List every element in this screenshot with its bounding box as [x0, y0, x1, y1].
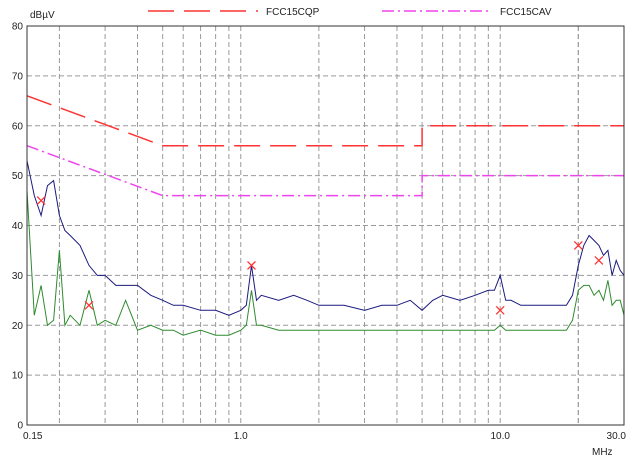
- limit-line: [26, 144, 624, 197]
- legend: FCC15CQP FCC15CAV: [148, 7, 552, 18]
- plot-frame: [26, 25, 625, 426]
- peak-marker-stroke: [594, 255, 604, 265]
- y-tick-label: 40: [12, 221, 24, 232]
- x-tick-label: 10.0: [490, 431, 510, 442]
- peak-marker: [495, 305, 505, 315]
- limit-line: [26, 95, 624, 147]
- peak-marker: [573, 240, 583, 250]
- peak-marker: [36, 196, 46, 206]
- peak-markers: [36, 196, 604, 315]
- y-tick-label: 80: [12, 22, 24, 33]
- peak-marker-stroke: [495, 305, 505, 315]
- y-tick-label: 50: [12, 171, 24, 182]
- y-tick-label: 70: [12, 71, 24, 82]
- peak-marker-stroke: [36, 196, 46, 206]
- limit-lines: [26, 95, 624, 197]
- grid: [27, 25, 624, 426]
- y-tick-label: 0: [17, 421, 23, 432]
- data-series: [26, 160, 625, 336]
- y-tick-label: 10: [12, 371, 24, 382]
- y-tick-label: 20: [12, 321, 24, 332]
- peak-marker: [84, 300, 94, 310]
- y-axis-label: dBµV: [30, 10, 55, 21]
- legend-label: FCC15CAV: [500, 7, 552, 18]
- peak-marker-stroke: [84, 300, 94, 310]
- x-tick-label: 30.0: [607, 431, 627, 442]
- y-tick-label: 30: [12, 271, 24, 282]
- y-tick-labels: 0 10 20 30 40 50 60 70 80: [12, 22, 24, 432]
- series-line: [26, 190, 625, 336]
- x-tick-label: 1.0: [234, 431, 248, 442]
- y-tick-label: 60: [12, 121, 24, 132]
- peak-marker-stroke: [247, 260, 256, 270]
- peak-marker: [594, 255, 604, 265]
- x-axis-label: MHz: [592, 447, 613, 458]
- series-line: [26, 160, 625, 316]
- x-tick-label: 0.15: [23, 431, 43, 442]
- peak-marker: [247, 260, 256, 270]
- peak-marker-stroke: [573, 240, 583, 250]
- x-tick-labels: 0.15 1.0 10.0 30.0: [23, 431, 626, 442]
- legend-label: FCC15CQP: [266, 7, 320, 18]
